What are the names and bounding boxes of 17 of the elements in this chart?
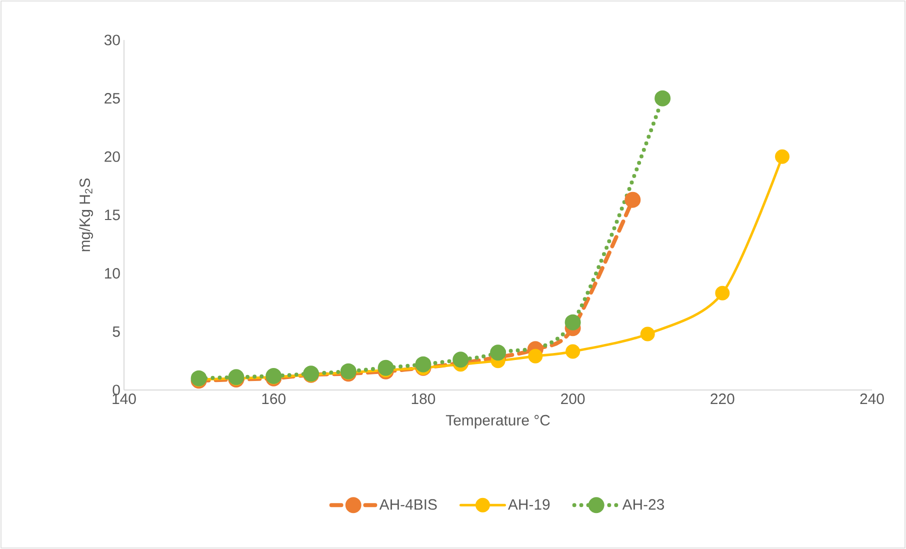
legend-label: AH-4BIS: [379, 499, 437, 510]
legend-label: AH-19: [508, 499, 550, 510]
y-tick-label: 15: [105, 210, 120, 220]
y-tick-label: 10: [105, 268, 120, 279]
y-axis-title: mg/Kg H$_{2}$S: [79, 178, 94, 252]
y-tick-label: 20: [104, 151, 120, 162]
y-tick-label: 25: [104, 93, 120, 104]
y-tick-label: 5: [112, 326, 120, 337]
legend-label: AH-23: [622, 499, 664, 510]
x-tick-label: 240: [860, 394, 884, 404]
x-tick-label: 220: [710, 394, 734, 404]
x-tick-label: 200: [561, 394, 585, 404]
x-tick-label: 160: [262, 394, 286, 404]
y-tick-label: 30: [104, 34, 120, 46]
x-tick-label: 140: [112, 394, 136, 404]
x-tick-label: 180: [412, 394, 436, 404]
x-axis-title: Temperature °C: [446, 414, 550, 428]
